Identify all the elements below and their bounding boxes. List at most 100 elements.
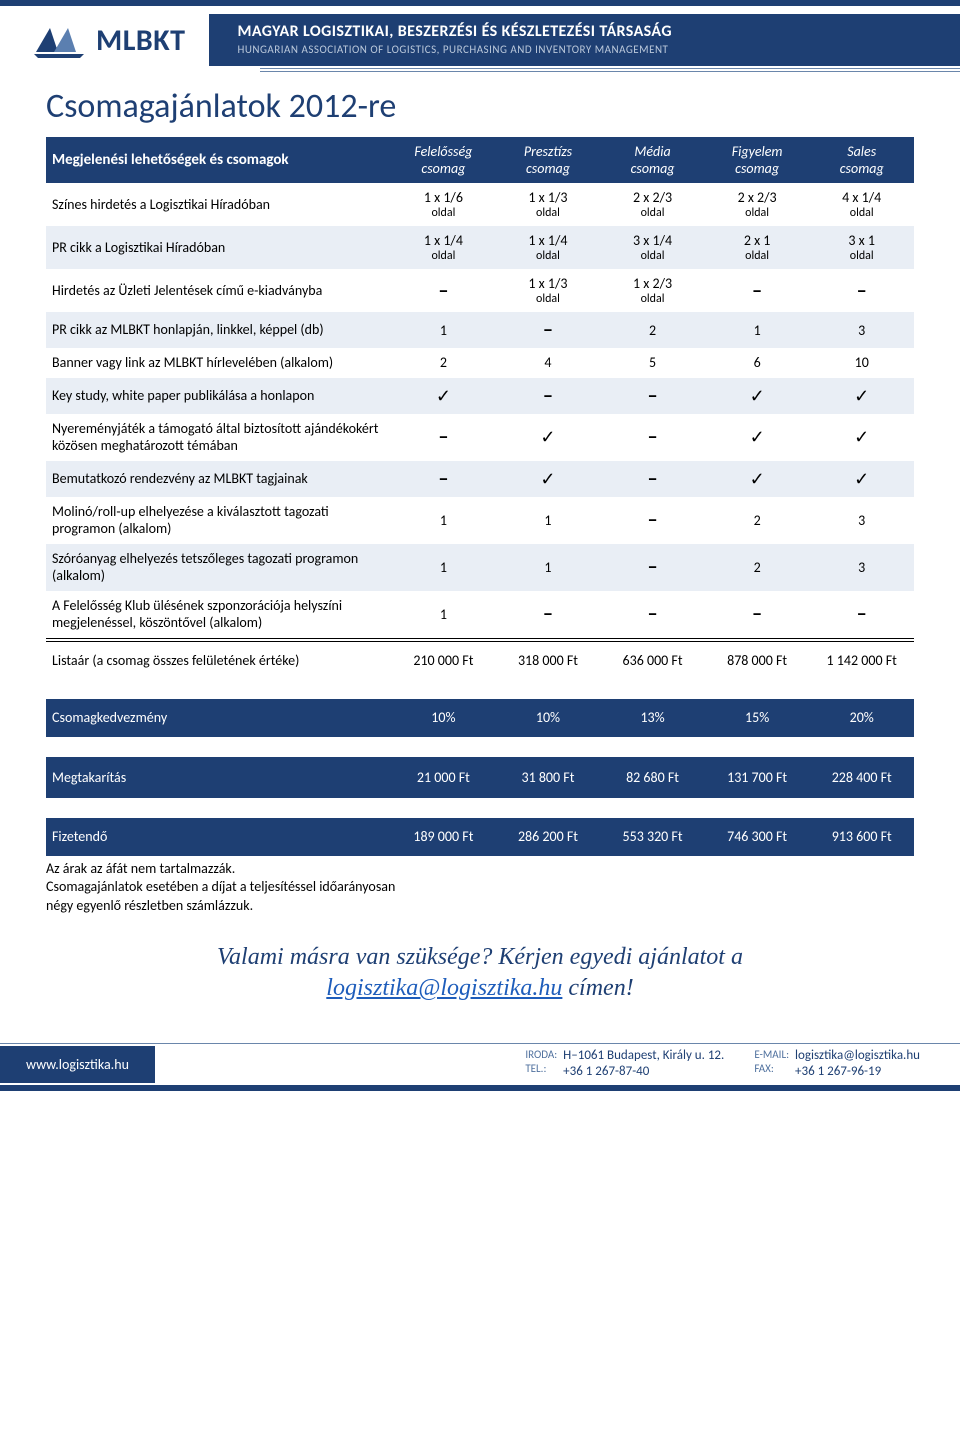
cell: ‒ [600,378,705,414]
table-row: Key study, white paper publikálása a hon… [46,378,914,414]
cell: 1 x 1/3oldal [496,183,601,226]
cell: ‒ [600,461,705,497]
check-icon: ✓ [540,426,555,448]
check-icon: ✓ [854,468,869,490]
dash-icon: ‒ [438,467,448,491]
col-head: Presztízscsomag [496,137,601,183]
row-label: Hirdetés az Üzleti Jelentések című e-kia… [46,269,391,312]
cell: ‒ [496,591,601,640]
dash-icon: ‒ [647,555,657,579]
cell: 3 [809,544,914,591]
cell: 3 [809,312,914,348]
header-band: MLBKT MAGYAR LOGISZTIKAI, BESZERZÉSI ÉS … [0,0,960,66]
cell: ✓ [809,414,914,461]
cell: ‒ [391,269,496,312]
table-row: Nyereményjáték a támogató által biztosít… [46,414,914,461]
dash-icon: ‒ [647,425,657,449]
check-icon: ✓ [750,426,765,448]
logo-text: MLBKT [96,22,185,59]
row-label: Key study, white paper publikálása a hon… [46,378,391,414]
table-row: Színes hirdetés a Logisztikai Híradóban1… [46,183,914,226]
cell: 5 [600,348,705,378]
col-head: Figyelemcsomag [705,137,810,183]
cell: 1 [705,312,810,348]
table-header-row: Megjelenési lehetőségek és csomagok Fele… [46,137,914,183]
cell: 1 [391,497,496,544]
row-listaar: Listaár (a csomag összes felületének ért… [46,640,914,680]
header-title: MAGYAR LOGISZTIKAI, BESZERZÉSI ÉS KÉSZLE… [209,14,960,66]
footer-email: E-MAIL:FAX: logisztika@logisztika.hu+36 … [754,1048,920,1079]
check-icon: ✓ [750,385,765,407]
cell: ✓ [705,461,810,497]
cell: ‒ [391,461,496,497]
table-row: Szóróanyag elhelyezés tetszőleges tagoza… [46,544,914,591]
footer: www.logisztika.hu IRODA:TEL.: H–1061 Bud… [0,1043,960,1091]
header-title-main: MAGYAR LOGISZTIKAI, BESZERZÉSI ÉS KÉSZLE… [237,22,936,41]
dash-icon: ‒ [438,279,448,303]
cell: ‒ [600,591,705,640]
cell: 2 [705,544,810,591]
cell: ‒ [705,269,810,312]
table-row: Bemutatkozó rendezvény az MLBKT tagjaina… [46,461,914,497]
dash-icon: ‒ [543,602,553,626]
cell: ‒ [705,591,810,640]
row-label: PR cikk a Logisztikai Híradóban [46,226,391,269]
cell: ‒ [600,544,705,591]
row-label: Banner vagy link az MLBKT hírlevelében (… [46,348,391,378]
table-row: A Felelősség Klub ülésének szponzorációj… [46,591,914,640]
cell: ✓ [496,461,601,497]
cta-email-link[interactable]: logisztika@logisztika.hu [326,975,562,1001]
dash-icon: ‒ [647,384,657,408]
row-kedvezmeny: Csomagkedvezmény 10% 10% 13% 15% 20% [46,699,914,737]
table-row: PR cikk az MLBKT honlapján, linkkel, kép… [46,312,914,348]
check-icon: ✓ [854,426,869,448]
cell: 3 [809,497,914,544]
cell: 1 [391,544,496,591]
cell: 4 x 1/4oldal [809,183,914,226]
cell: 2 x 1oldal [705,226,810,269]
cell: 2 x 2/3oldal [705,183,810,226]
dash-icon: ‒ [752,602,762,626]
row-label: Szóróanyag elhelyezés tetszőleges tagoza… [46,544,391,591]
cell: ✓ [809,378,914,414]
table-row: Banner vagy link az MLBKT hírlevelében (… [46,348,914,378]
cell: ‒ [600,497,705,544]
cell: ‒ [391,414,496,461]
dash-icon: ‒ [857,602,867,626]
cell: 1 [496,497,601,544]
cell: 1 x 1/3oldal [496,269,601,312]
dash-icon: ‒ [752,279,762,303]
cell: ‒ [809,591,914,640]
cell: ‒ [600,414,705,461]
dash-icon: ‒ [647,508,657,532]
packages-table: Megjelenési lehetőségek és csomagok Fele… [46,137,914,856]
cell: 1 x 2/3oldal [600,269,705,312]
cell: 4 [496,348,601,378]
col-head: Médiacsomag [600,137,705,183]
cell: 1 x 1/4oldal [496,226,601,269]
note-text: Az árak az áfát nem tartalmazzák. Csomag… [46,860,914,917]
dash-icon: ‒ [647,602,657,626]
row-label: PR cikk az MLBKT honlapján, linkkel, kép… [46,312,391,348]
cell: 1 [496,544,601,591]
cell: ✓ [705,378,810,414]
cell: 2 [705,497,810,544]
check-icon: ✓ [854,385,869,407]
cell: ✓ [496,414,601,461]
logo-mark-icon [32,22,88,58]
cell: ✓ [391,378,496,414]
check-icon: ✓ [750,468,765,490]
cell: 1 [391,312,496,348]
row-megtakaritas: Megtakarítás 21 000 Ft 31 800 Ft 82 680 … [46,757,914,799]
cell: ‒ [809,269,914,312]
check-icon: ✓ [436,385,451,407]
page-title: Csomagajánlatok 2012-re [46,86,914,127]
header-title-sub: HUNGARIAN ASSOCIATION OF LOGISTICS, PURC… [237,43,936,56]
check-icon: ✓ [540,468,555,490]
table-row: PR cikk a Logisztikai Híradóban1 x 1/4ol… [46,226,914,269]
col-head: Salescsomag [809,137,914,183]
cell: 2 [600,312,705,348]
dash-icon: ‒ [857,279,867,303]
cell: 1 x 1/4oldal [391,226,496,269]
dash-icon: ‒ [543,384,553,408]
